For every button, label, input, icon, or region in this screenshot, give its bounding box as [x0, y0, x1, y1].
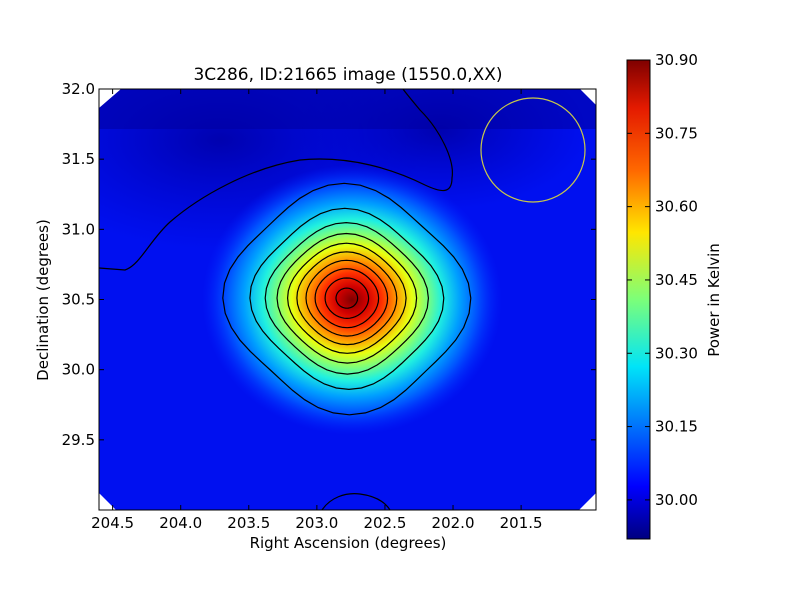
y-tick-label: 29.5: [62, 431, 95, 449]
colorbar-gradient: [626, 59, 651, 540]
contour-lines: [222, 182, 472, 416]
colorbar-ticks: 30.00 30.15 30.30 30.45 30.60 30.75 30.90: [627, 51, 698, 509]
corner-mask-bl: [99, 493, 116, 510]
colorbar-tick-label: 30.15: [655, 418, 698, 436]
x-axis-label: Right Ascension (degrees): [250, 534, 447, 552]
x-tick-label: 204.5: [91, 514, 134, 532]
y-tick-label: 31.0: [62, 220, 95, 238]
y-tick-label: 30.0: [62, 361, 95, 379]
y-axis-label: Declination (degrees): [34, 219, 52, 381]
x-tick-label: 202.5: [363, 514, 406, 532]
x-axis: 204.5 204.0 203.5 203.0 202.5 202.0 201.5: [91, 89, 543, 532]
x-tick-label: 204.0: [159, 514, 202, 532]
y-tick-label: 30.5: [62, 291, 95, 309]
y-tick-label: 32.0: [62, 80, 95, 98]
plot-area: [99, 89, 596, 510]
x-tick-label: 203.5: [227, 514, 270, 532]
colorbar-tick-label: 30.60: [655, 198, 698, 216]
colorbar-tick-label: 30.90: [655, 51, 698, 69]
colorbar-tick-label: 30.75: [655, 124, 698, 142]
contour-ring: [276, 232, 418, 364]
contour-ring: [264, 221, 430, 375]
colorbar-tick-label: 30.00: [655, 491, 698, 509]
x-tick-label: 202.0: [432, 514, 475, 532]
contour-ring: [324, 277, 370, 320]
colorbar-tick-label: 30.45: [655, 271, 698, 289]
x-tick-label: 201.5: [500, 514, 543, 532]
contour-ring: [305, 259, 389, 337]
source-emission: [202, 165, 502, 435]
contour-ring: [335, 287, 359, 309]
colorbar-tick-label: 30.30: [655, 344, 698, 362]
corner-mask-tr: [580, 89, 596, 105]
y-tick-label: 31.5: [62, 150, 95, 168]
colorbar: 30.00 30.15 30.30 30.45 30.60 30.75 30.90 Powe…: [626, 51, 723, 540]
x-tick-label: 203.0: [295, 514, 338, 532]
y-axis: 29.5 30.0 30.5 31.0 31.5 32.0: [62, 80, 596, 449]
beam-circle: [480, 97, 586, 203]
contour-outer-lower: [321, 493, 391, 510]
chart-title: 3C286, ID:21665 image (1550.0,XX): [193, 65, 502, 85]
contour-ring: [314, 268, 380, 329]
contour-ring: [286, 242, 407, 354]
low-region-top-band: [99, 89, 596, 129]
corner-mask-br: [579, 493, 596, 510]
contour-ring: [222, 182, 472, 416]
contour-ring: [249, 207, 445, 391]
corner-mask-tl: [99, 89, 121, 108]
contour-outer-upper: [99, 89, 453, 271]
colorbar-label: Power in Kelvin: [705, 243, 723, 357]
contour-ring: [296, 251, 398, 346]
